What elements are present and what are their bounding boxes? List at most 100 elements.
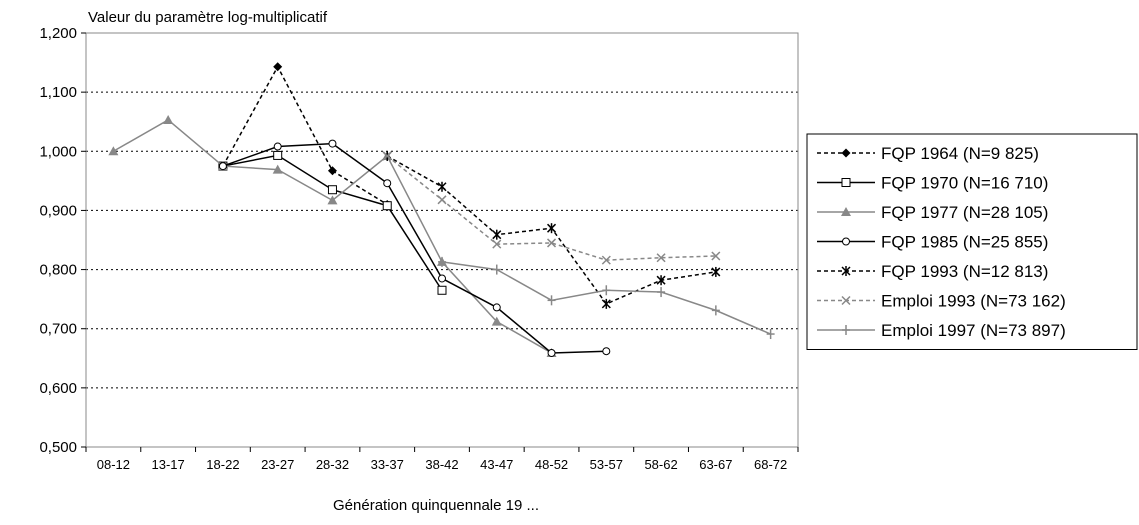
data-point: [547, 295, 556, 306]
x-tick-label: 28-32: [316, 457, 349, 472]
series-line: [222, 65, 388, 206]
data-point: [108, 146, 119, 156]
data-point: [272, 164, 283, 174]
series-line: [386, 155, 716, 261]
series-7: [438, 256, 775, 340]
axes: 0,500 0,600 0,700 0,800 0,900 1,000 1,100 1,200…: [39, 25, 799, 472]
data-point: [601, 298, 611, 309]
data-point: [327, 166, 337, 176]
legend-item: FQP 1993 (N=12 813): [817, 262, 1048, 281]
data-point: [602, 347, 611, 356]
data-point: [218, 162, 227, 171]
data-point: [163, 114, 174, 124]
data-point: [656, 253, 666, 263]
x-tick-label: 58-62: [644, 457, 677, 472]
legend: FQP 1964 (N=9 825) FQP 1970 (N=16 710) FQP…: [806, 133, 1138, 350]
legend-label: Emploi 1997 (N=73 897): [881, 321, 1066, 340]
data-point: [327, 185, 337, 195]
data-point: [328, 139, 337, 148]
legend-label: FQP 1977 (N=28 105): [881, 203, 1048, 222]
data-point: [841, 148, 851, 158]
legend-item: FQP 1985 (N=25 855): [817, 233, 1048, 252]
x-tick-label: 68-72: [754, 457, 787, 472]
series-5: [382, 151, 721, 309]
y-tick-label: 1,000: [39, 143, 77, 160]
data-point: [492, 264, 501, 275]
legend-item: FQP 1964 (N=9 825): [817, 144, 1039, 163]
data-point: [766, 329, 775, 340]
legend-item: Emploi 1997 (N=73 897): [817, 321, 1066, 340]
x-tick-label: 18-22: [206, 457, 239, 472]
legend-label: FQP 1964 (N=9 825): [881, 144, 1039, 163]
data-point: [841, 207, 851, 216]
x-tick-label: 23-27: [261, 457, 294, 472]
series-4: [218, 139, 611, 357]
data-point: [437, 285, 447, 295]
y-tick-label: 0,800: [39, 262, 77, 279]
data-point: [492, 239, 502, 249]
y-tick-label: 0,500: [39, 439, 77, 456]
data-point: [437, 195, 447, 205]
data-point: [711, 266, 721, 277]
legend-item: FQP 1977 (N=28 105): [817, 203, 1048, 222]
y-tick-label: 1,200: [39, 25, 77, 42]
data-point: [438, 256, 446, 267]
legend-label: Emploi 1993 (N=73 162): [881, 292, 1066, 311]
data-point: [841, 295, 851, 306]
data-point: [492, 229, 502, 240]
x-tick-label: 13-17: [152, 457, 185, 472]
data-point: [711, 305, 720, 316]
data-point: [842, 325, 850, 335]
x-tick-label: 38-42: [425, 457, 458, 472]
series-6: [382, 151, 721, 265]
data-point: [547, 238, 557, 248]
data-point: [841, 178, 851, 187]
legend-label: FQP 1970 (N=16 710): [881, 174, 1048, 193]
data-point: [657, 287, 666, 298]
plot-area-frame: [85, 32, 799, 448]
y-tick-label: 0,600: [39, 380, 77, 397]
x-tick-label: 48-52: [535, 457, 568, 472]
x-tick-label: 43-47: [480, 457, 513, 472]
data-point: [841, 266, 851, 276]
gridlines: [86, 91, 798, 389]
series-group: [108, 62, 775, 357]
y-axis-label: Valeur du paramètre log-multiplicatif: [88, 9, 328, 26]
x-tick-label: 33-37: [371, 457, 404, 472]
series-1: [218, 62, 392, 210]
legend-item: FQP 1970 (N=16 710): [817, 174, 1048, 193]
legend-label: FQP 1993 (N=12 813): [881, 262, 1048, 281]
legend-label: FQP 1985 (N=25 855): [881, 233, 1048, 252]
y-tick-label: 0,700: [39, 321, 77, 338]
series-line: [441, 261, 771, 335]
data-point: [437, 181, 447, 192]
data-point: [273, 150, 283, 160]
legend-item: Emploi 1993 (N=73 162): [817, 292, 1066, 311]
x-tick-label: 08-12: [97, 457, 130, 472]
data-point: [383, 179, 392, 188]
data-point: [601, 255, 611, 265]
data-point: [492, 303, 501, 312]
data-point: [273, 142, 282, 151]
data-point: [547, 348, 556, 357]
data-point: [273, 62, 283, 72]
data-point: [327, 195, 338, 205]
data-point: [547, 223, 557, 234]
x-tick-label: 63-67: [699, 457, 732, 472]
data-point: [382, 151, 392, 161]
data-point: [438, 274, 446, 283]
series-line: [222, 142, 607, 354]
x-axis-label: Génération quinquennale 19 ...: [333, 497, 539, 514]
data-point: [711, 251, 721, 261]
y-tick-label: 0,900: [39, 202, 77, 219]
data-point: [491, 316, 502, 326]
data-point: [382, 201, 392, 211]
data-point: [602, 285, 611, 296]
y-tick-label: 1,100: [39, 84, 77, 101]
x-tick-label: 53-57: [590, 457, 623, 472]
data-point: [656, 275, 666, 286]
data-point: [842, 237, 850, 246]
series-line: [113, 119, 552, 354]
